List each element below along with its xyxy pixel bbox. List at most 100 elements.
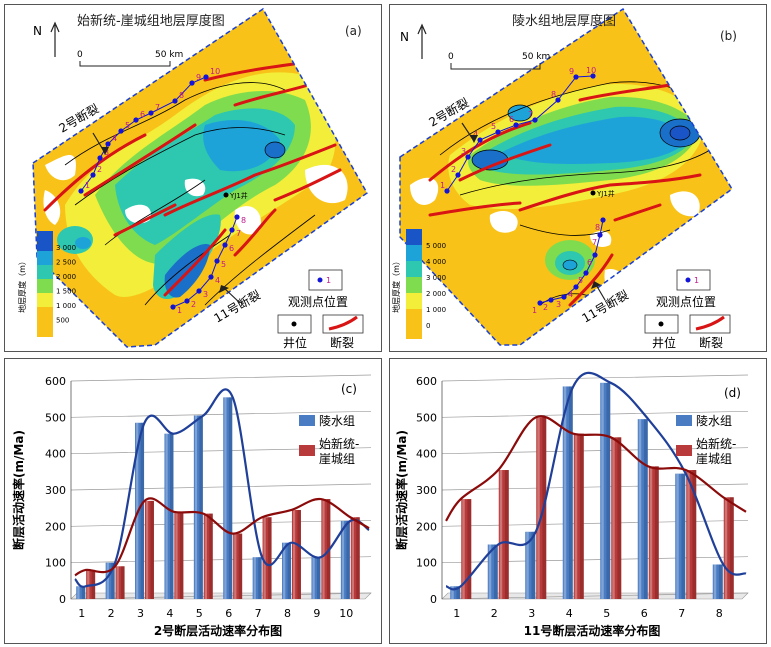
bar-shade	[718, 564, 723, 599]
gridline	[70, 374, 372, 382]
bar-shade	[729, 497, 734, 599]
gridline	[441, 374, 749, 382]
obs-point-label: 10	[586, 66, 596, 75]
well-marker	[223, 192, 229, 198]
obs-point	[214, 258, 220, 264]
trend-curve-lingshui	[74, 388, 370, 588]
obs-point-label: 5	[578, 276, 583, 285]
x-axis: 1 2 3 4 5 6 7 8 9 10	[78, 607, 353, 620]
panel-label: (d)	[724, 386, 741, 400]
x-tick-label: 5	[196, 607, 203, 620]
panel-label: (b)	[720, 29, 737, 43]
obs-point-label: 7	[155, 103, 160, 112]
bar-eocene-5	[203, 513, 213, 599]
bar-highlight	[145, 500, 149, 599]
svg-text:N: N	[400, 30, 409, 44]
north-arrow: N	[33, 21, 60, 57]
legend-tick: 1 500	[56, 288, 76, 296]
y-tick-label: 200	[45, 520, 66, 533]
bars	[76, 397, 360, 599]
obs-point-label: 4	[568, 290, 573, 299]
obs-point-label: 8	[595, 223, 600, 232]
bar-lingshui-4	[562, 386, 573, 599]
bar-shade	[150, 500, 154, 599]
obs-point-label: 3	[203, 290, 208, 299]
y-axis: 0 100 200 300 400 500 600	[45, 374, 372, 606]
legend-swatch-lingshui	[676, 415, 692, 426]
y-axis-title: 断层活动速率(m/Ma)	[394, 430, 409, 550]
bar-shade	[209, 513, 213, 599]
bar-shade	[121, 566, 125, 599]
obs-point-label: 2	[451, 165, 456, 174]
bar-highlight	[537, 417, 540, 599]
trend-curve-lingshui	[445, 371, 747, 591]
bar-eocene-7	[262, 517, 272, 599]
y-tick-label: 0	[430, 593, 437, 606]
bar-lingshui-1	[76, 586, 86, 599]
obs-point	[590, 73, 596, 79]
legend-tick: 0	[426, 322, 430, 330]
legend-tick: 1 000	[426, 306, 446, 314]
x-tick-label: 8	[716, 607, 723, 620]
thickness-legend: 地层厚度（m） 5 000 4 000 3 000 2 000 1 000 0	[391, 229, 446, 339]
obs-point	[600, 217, 606, 223]
chart-c-svg: 0 100 200 300 400 500 600 1 2 3 4 5 6 7 8 9 10 断层活动速率(m/M…	[11, 374, 372, 638]
obs-point-label: 1	[440, 181, 445, 190]
bar-highlight	[563, 386, 567, 599]
y-tick-label: 400	[45, 448, 66, 461]
bar-eocene-7	[686, 470, 697, 599]
chart-panel-c: 0 100 200 300 400 500 600 1 2 3 4 5 6 7 8 9 10 断层活动速率(m/M…	[4, 358, 382, 644]
bar-shade	[111, 562, 115, 599]
bar-lingshui-3	[525, 531, 536, 599]
obs-point	[573, 74, 579, 80]
obs-point-label: 8	[179, 91, 184, 100]
obs-point	[597, 232, 603, 238]
y-tick-label: 100	[416, 557, 437, 570]
obs-point-label: 10	[210, 67, 220, 76]
bar-highlight	[488, 544, 492, 599]
obs-point-label: 5	[125, 121, 130, 130]
legend-well: 井位	[283, 335, 307, 350]
y-tick-label: 500	[416, 411, 437, 424]
bar-highlight	[204, 513, 207, 599]
x-tick-label: 1	[453, 607, 460, 620]
y-tick-label: 300	[45, 484, 66, 497]
legend-label-lingshui: 陵水组	[696, 414, 732, 428]
obs-point	[513, 122, 519, 128]
obs-point-label: 6	[587, 258, 592, 267]
svg-text:1: 1	[326, 276, 331, 285]
legend-label-eocene: 始新统-崖城组	[696, 436, 736, 466]
x-tick-label: 3	[528, 607, 535, 620]
legend-tick: 4 000	[426, 258, 446, 266]
bar-highlight	[612, 437, 615, 599]
bar-highlight	[462, 499, 465, 599]
obs-point	[234, 214, 240, 220]
obs-point	[118, 128, 124, 134]
bar-highlight	[676, 473, 679, 599]
bar-shade	[258, 557, 262, 599]
legend-tick: 1 000	[56, 302, 76, 310]
gridline	[70, 410, 372, 418]
obs-point-label: 5	[221, 260, 226, 269]
bar-shade	[228, 397, 233, 599]
bar-highlight	[87, 569, 90, 599]
well-label: YJ1井	[229, 191, 248, 200]
bar-lingshui-8	[712, 564, 723, 599]
bar-highlight	[283, 542, 286, 599]
gridline	[70, 483, 372, 491]
obs-point-label: 1	[85, 181, 90, 190]
x-tick-label: 10	[339, 607, 353, 620]
bar-highlight	[638, 419, 642, 599]
legend-obs-point: 观测点位置	[656, 294, 716, 309]
obs-point-label: 9	[569, 67, 574, 76]
gridline	[70, 519, 372, 527]
legend-label-eocene: 始新统-崖城组	[319, 436, 359, 466]
legend-swatch-eocene	[299, 445, 315, 456]
bar-eocene-4	[573, 433, 584, 599]
bar-shade	[568, 386, 573, 599]
bar-highlight	[687, 470, 690, 599]
